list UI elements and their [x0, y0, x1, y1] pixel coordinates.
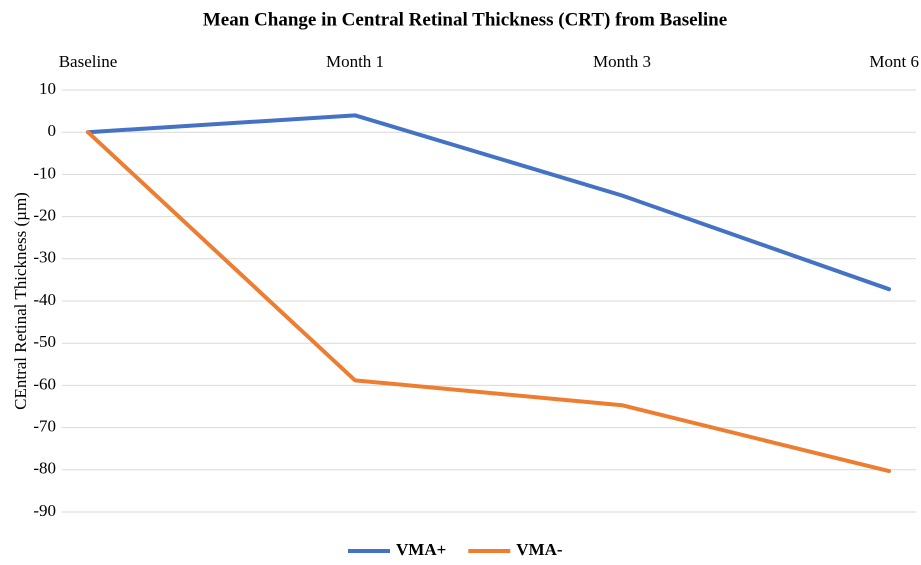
series-line [86, 130, 891, 474]
y-tick-label: -70 [33, 417, 56, 436]
y-tick-label: -80 [33, 459, 56, 478]
y-tick-label: 10 [39, 79, 56, 98]
x-tick-label: Mont 6 [869, 52, 919, 71]
y-axis-label: CEntral Retinal Thickness (µm) [11, 192, 30, 410]
legend-label: VMA- [516, 540, 563, 559]
x-tick-label: Month 3 [593, 52, 651, 71]
y-tick-label: -30 [33, 248, 56, 267]
series-line [86, 113, 891, 292]
x-tick-label: Month 1 [326, 52, 384, 71]
x-tick-label: Baseline [59, 52, 118, 71]
chart-title: Mean Change in Central Retinal Thickness… [203, 9, 727, 30]
y-tick-label: -50 [33, 332, 56, 351]
y-tick-label: -10 [33, 163, 56, 182]
y-tick-label: -90 [33, 501, 56, 520]
legend-label: VMA+ [396, 540, 446, 559]
y-tick-label: 0 [48, 121, 57, 140]
y-tick-label: -60 [33, 374, 56, 393]
y-tick-label: -40 [33, 290, 56, 309]
y-tick-label: -20 [33, 206, 56, 225]
